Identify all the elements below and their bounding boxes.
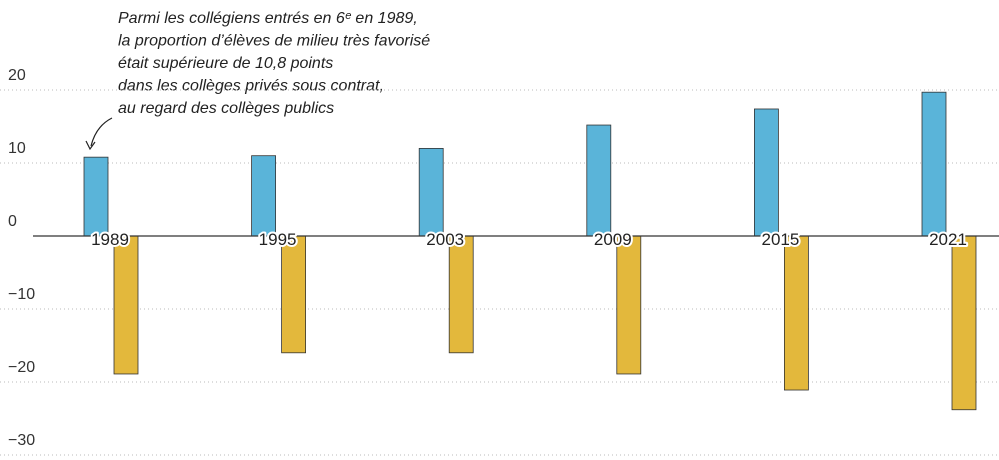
annotation-arrowhead [85,140,96,151]
y-tick-label: 20 [8,67,26,84]
annotation-arrow [90,117,113,147]
bar [784,235,809,391]
y-tick-label: −20 [8,359,35,376]
x-tick-label: 2015 [761,230,799,249]
y-tick-label: 10 [8,140,26,157]
bar [586,124,612,237]
bar [754,108,779,237]
x-tick-label: 1995 [259,230,297,249]
y-tick-label: −10 [8,286,35,303]
bar [448,235,474,354]
annotation-line: la proportion d’élèves de milieu très fa… [118,33,430,50]
bar [616,235,642,375]
y-tick-label: −30 [8,432,35,449]
annotation: Parmi les collégiens entrés en 6ᵉ en 198… [118,10,430,117]
annotation-line: au regard des collèges publics [118,100,334,117]
bar [418,147,444,237]
bar [251,155,277,237]
x-tick-label: 2003 [426,230,464,249]
y-tick-label: 0 [8,213,17,230]
bar [113,235,139,375]
x-tick-label: 2009 [594,230,632,249]
annotation-line: dans les collèges privés sous contrat, [118,78,384,95]
annotation-line: était supérieure de 10,8 points [118,55,333,72]
bar [83,156,109,237]
bar [951,235,977,411]
x-tick-label: 2021 [929,230,967,249]
bar [921,91,947,237]
bar [281,235,307,354]
annotation-line: Parmi les collégiens entrés en 6ᵉ en 198… [118,10,418,27]
x-tick-label: 1989 [91,230,129,249]
